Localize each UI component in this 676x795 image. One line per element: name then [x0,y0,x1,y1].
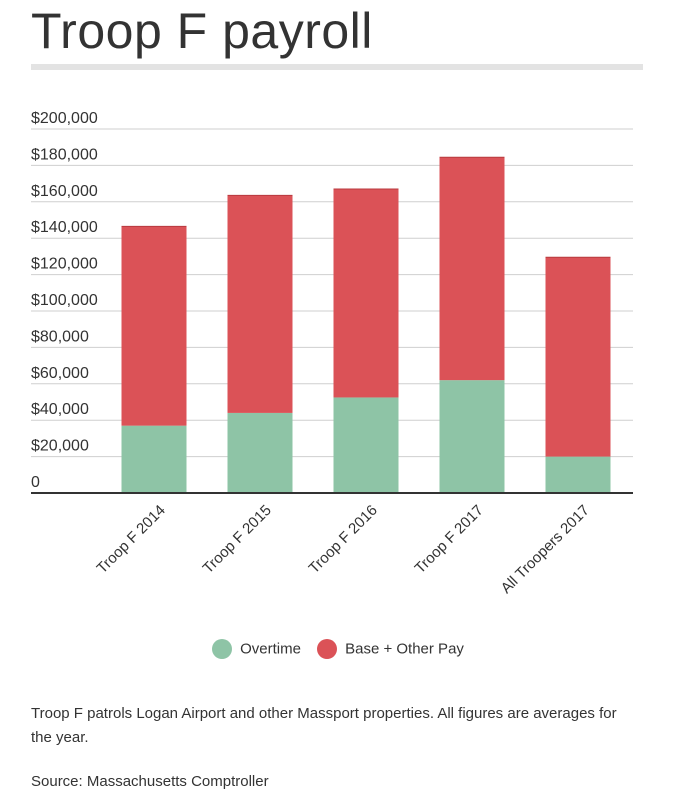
x-tick-label: Troop F 2014 [94,502,169,577]
chart-source: Source: Massachusetts Comptroller [31,773,269,790]
bar-overtime [227,412,293,493]
x-tick-label: Troop F 2016 [306,502,381,577]
title-divider [31,64,643,70]
y-tick-label: $100,000 [31,292,98,309]
y-tick-label: $160,000 [31,183,98,200]
y-tick-label: $20,000 [31,438,89,455]
y-tick-label: $40,000 [31,401,89,418]
legend-swatch-overtime [212,639,233,659]
legend-label-overtime: Overtime [240,640,301,658]
chart-note: Troop F patrols Logan Airport and other … [31,705,617,746]
gridlines [31,128,633,458]
bar-base-other-pay [333,189,399,398]
y-tick-label: $60,000 [31,365,89,382]
x-tick-label: Troop F 2017 [412,502,487,577]
y-tick-label: $140,000 [31,219,98,236]
y-tick-label: $180,000 [31,146,98,163]
legend-label-base-other-pay: Base + Other Pay [345,640,464,658]
legend-swatch-base-other-pay [317,639,338,659]
stacked-bar-chart: 0 $20,000 $40,000 $60,000 $80,000 $100,000 $12… [31,110,633,597]
bar-overtime [545,456,611,493]
bar-base-other-pay [439,157,505,381]
y-tick-label: 0 [31,474,40,491]
x-axis-labels: Troop F 2014 Troop F 2015 Troop F 2016 Troo… [94,502,593,597]
x-tick-label: Troop F 2015 [200,502,275,577]
bar-overtime [333,397,399,493]
x-tick-label: All Troopers 2017 [498,502,593,597]
y-tick-label: $120,000 [31,256,98,273]
bar-base-other-pay [227,195,293,413]
y-axis-ticks: 0 $20,000 $40,000 $60,000 $80,000 $100,000 $12… [31,110,98,491]
legend: Overtime Base + Other Pay [0,639,676,659]
bar-overtime [439,380,505,493]
chart-title: Troop F payroll [31,3,373,59]
bar-base-other-pay [121,226,187,426]
y-tick-label: $200,000 [31,110,98,127]
legend-item-base-other-pay: Base + Other Pay [317,639,464,659]
legend-item-overtime: Overtime [212,639,301,659]
bars [121,156,611,493]
y-tick-label: $80,000 [31,328,89,345]
bar-overtime [121,425,187,493]
bar-base-other-pay [545,257,611,457]
